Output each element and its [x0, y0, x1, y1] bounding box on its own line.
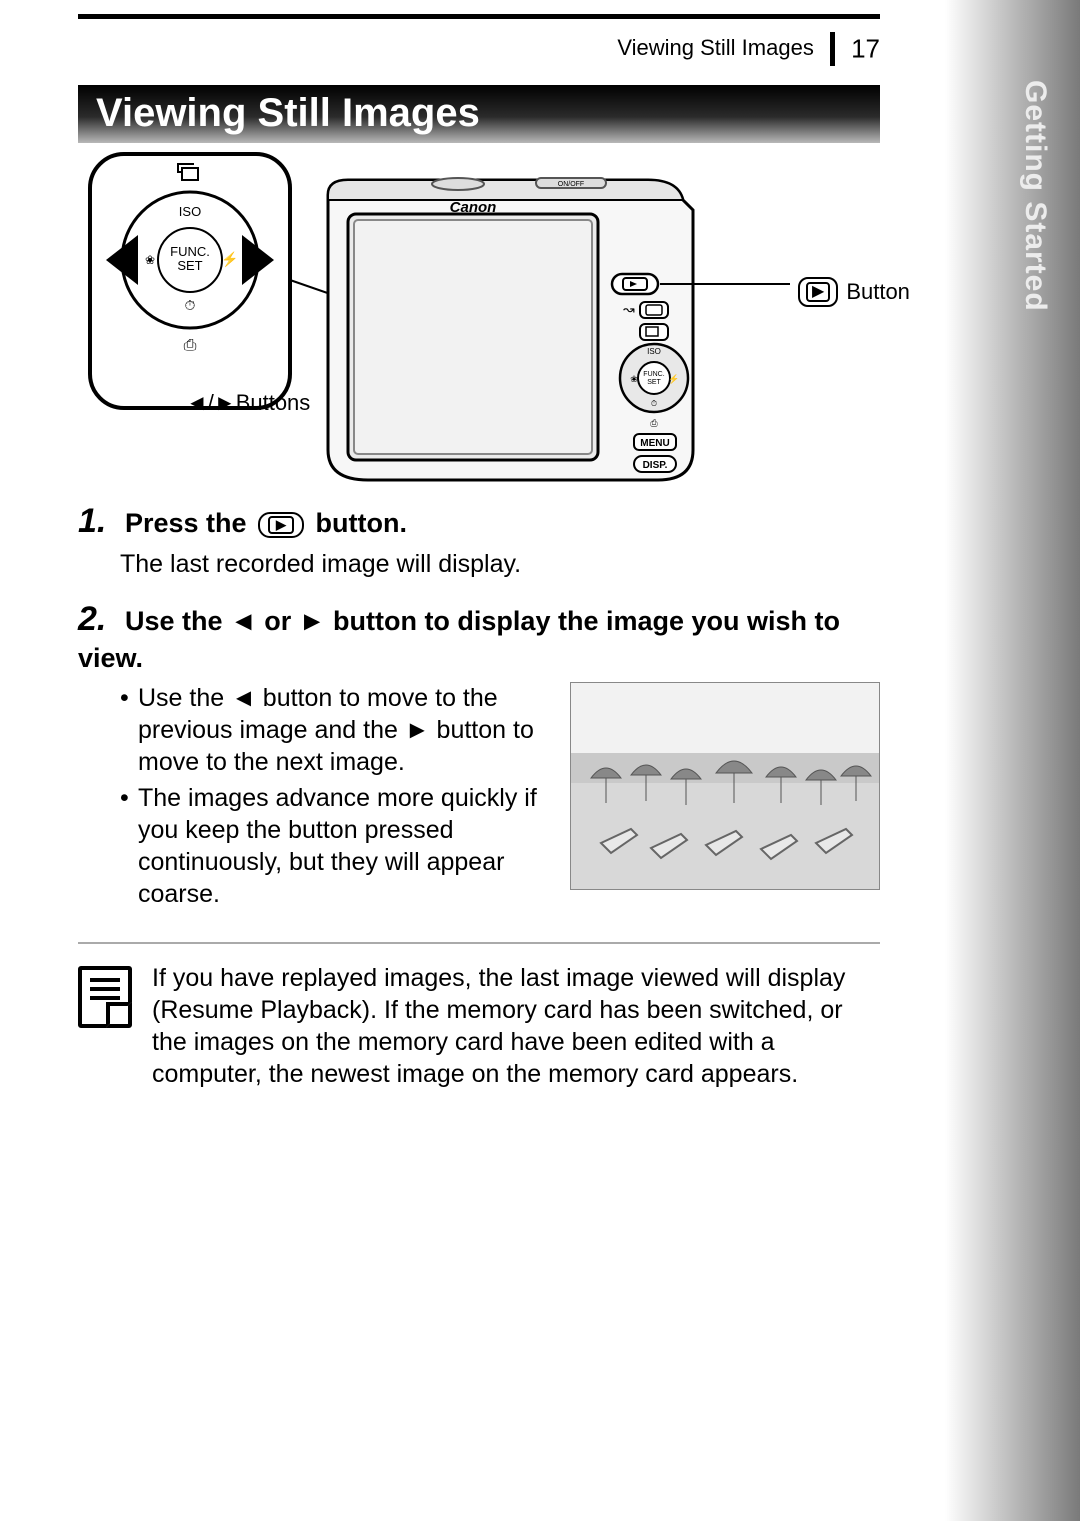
svg-text:FUNC.: FUNC.	[643, 371, 664, 378]
page-number: 17	[851, 34, 880, 64]
camera-illustration: FUNC. SET ISO ⏱ ⎙ ❀ ⚡ ON/OFF Canon	[78, 150, 880, 510]
svg-text:❀: ❀	[630, 374, 638, 384]
svg-text:ON/OFF: ON/OFF	[558, 181, 584, 188]
header-rule	[78, 14, 880, 22]
note-text: If you have replayed images, the last im…	[152, 962, 880, 1090]
svg-text:⚡: ⚡	[668, 373, 679, 385]
note-icon	[78, 966, 132, 1028]
sample-photo	[570, 682, 880, 890]
step-1-number: 1.	[78, 500, 118, 544]
func-label: FUNC.	[170, 244, 210, 259]
iso-label: ISO	[179, 204, 201, 219]
step-2-bullet-2: The images advance more quickly if you k…	[120, 782, 550, 910]
breadcrumb-title: Viewing Still Images	[617, 35, 813, 60]
play-button-text: Button	[846, 279, 910, 305]
side-tab-label: Getting Started	[1018, 80, 1052, 312]
right-arrow-icon: ►	[214, 390, 236, 415]
svg-text:❀: ❀	[145, 253, 155, 267]
note-row: If you have replayed images, the last im…	[78, 962, 880, 1090]
set-label: SET	[177, 258, 202, 273]
left-arrow-icon: ◄	[231, 684, 256, 712]
header-breadcrumb: Viewing Still Images 17	[78, 32, 880, 66]
step-1-body: The last recorded image will display.	[120, 548, 880, 580]
svg-text:⏱: ⏱	[185, 297, 196, 313]
step-2-bullets: Use the ◄ button to move to the previous…	[120, 682, 550, 914]
content-body: 1. Press the ▶ button. The last recorded…	[78, 500, 880, 1090]
brand-label: Canon	[450, 199, 497, 216]
svg-text:⎙: ⎙	[184, 337, 197, 354]
bullet1-a: Use the	[138, 684, 231, 712]
playback-icon: ▶	[258, 512, 304, 538]
step-2-bullet-1: Use the ◄ button to move to the previous…	[120, 682, 550, 778]
right-arrow-icon: ►	[299, 606, 326, 636]
step-1-title: Press the ▶ button.	[125, 508, 407, 538]
breadcrumb-separator	[830, 32, 835, 66]
left-arrow-icon: ◄	[186, 390, 208, 415]
svg-text:↝: ↝	[623, 301, 635, 317]
step-1-title-post: button.	[316, 508, 407, 538]
svg-text:⚡: ⚡	[221, 251, 238, 268]
nav-buttons-label: ◄/►Buttons	[186, 390, 310, 416]
step-2-title-mid: or	[257, 606, 299, 636]
svg-text:SET: SET	[647, 379, 661, 386]
camera-body: ON/OFF Canon ↝ FUNC. SET ISO ❀	[328, 178, 790, 480]
svg-text:DISP.: DISP.	[643, 460, 668, 471]
step-1: 1. Press the ▶ button. The last recorded…	[78, 500, 880, 580]
step-2-title: Use the ◄ or ► button to display the ima…	[78, 606, 840, 674]
left-arrow-icon: ◄	[230, 606, 257, 636]
step-2-number: 2.	[78, 598, 118, 642]
playback-icon: ▶	[798, 277, 838, 307]
step-2-title-pre: Use the	[125, 606, 230, 636]
step-2: 2. Use the ◄ or ► button to display the …	[78, 598, 880, 914]
page-heading: Viewing Still Images	[78, 85, 880, 143]
step-1-title-pre: Press the	[125, 508, 254, 538]
svg-text:MENU: MENU	[640, 438, 669, 449]
camera-diagram: FUNC. SET ISO ⏱ ⎙ ❀ ⚡ ON/OFF Canon	[78, 150, 880, 510]
section-divider	[78, 942, 880, 944]
svg-text:⎙: ⎙	[650, 418, 658, 428]
side-gradient	[945, 0, 1080, 1521]
svg-text:ISO: ISO	[647, 347, 661, 356]
svg-text:⏱: ⏱	[651, 399, 657, 408]
play-button-callout: ▶ Button	[798, 277, 910, 307]
right-arrow-icon: ►	[405, 716, 430, 744]
nav-buttons-text: Buttons	[236, 390, 311, 415]
